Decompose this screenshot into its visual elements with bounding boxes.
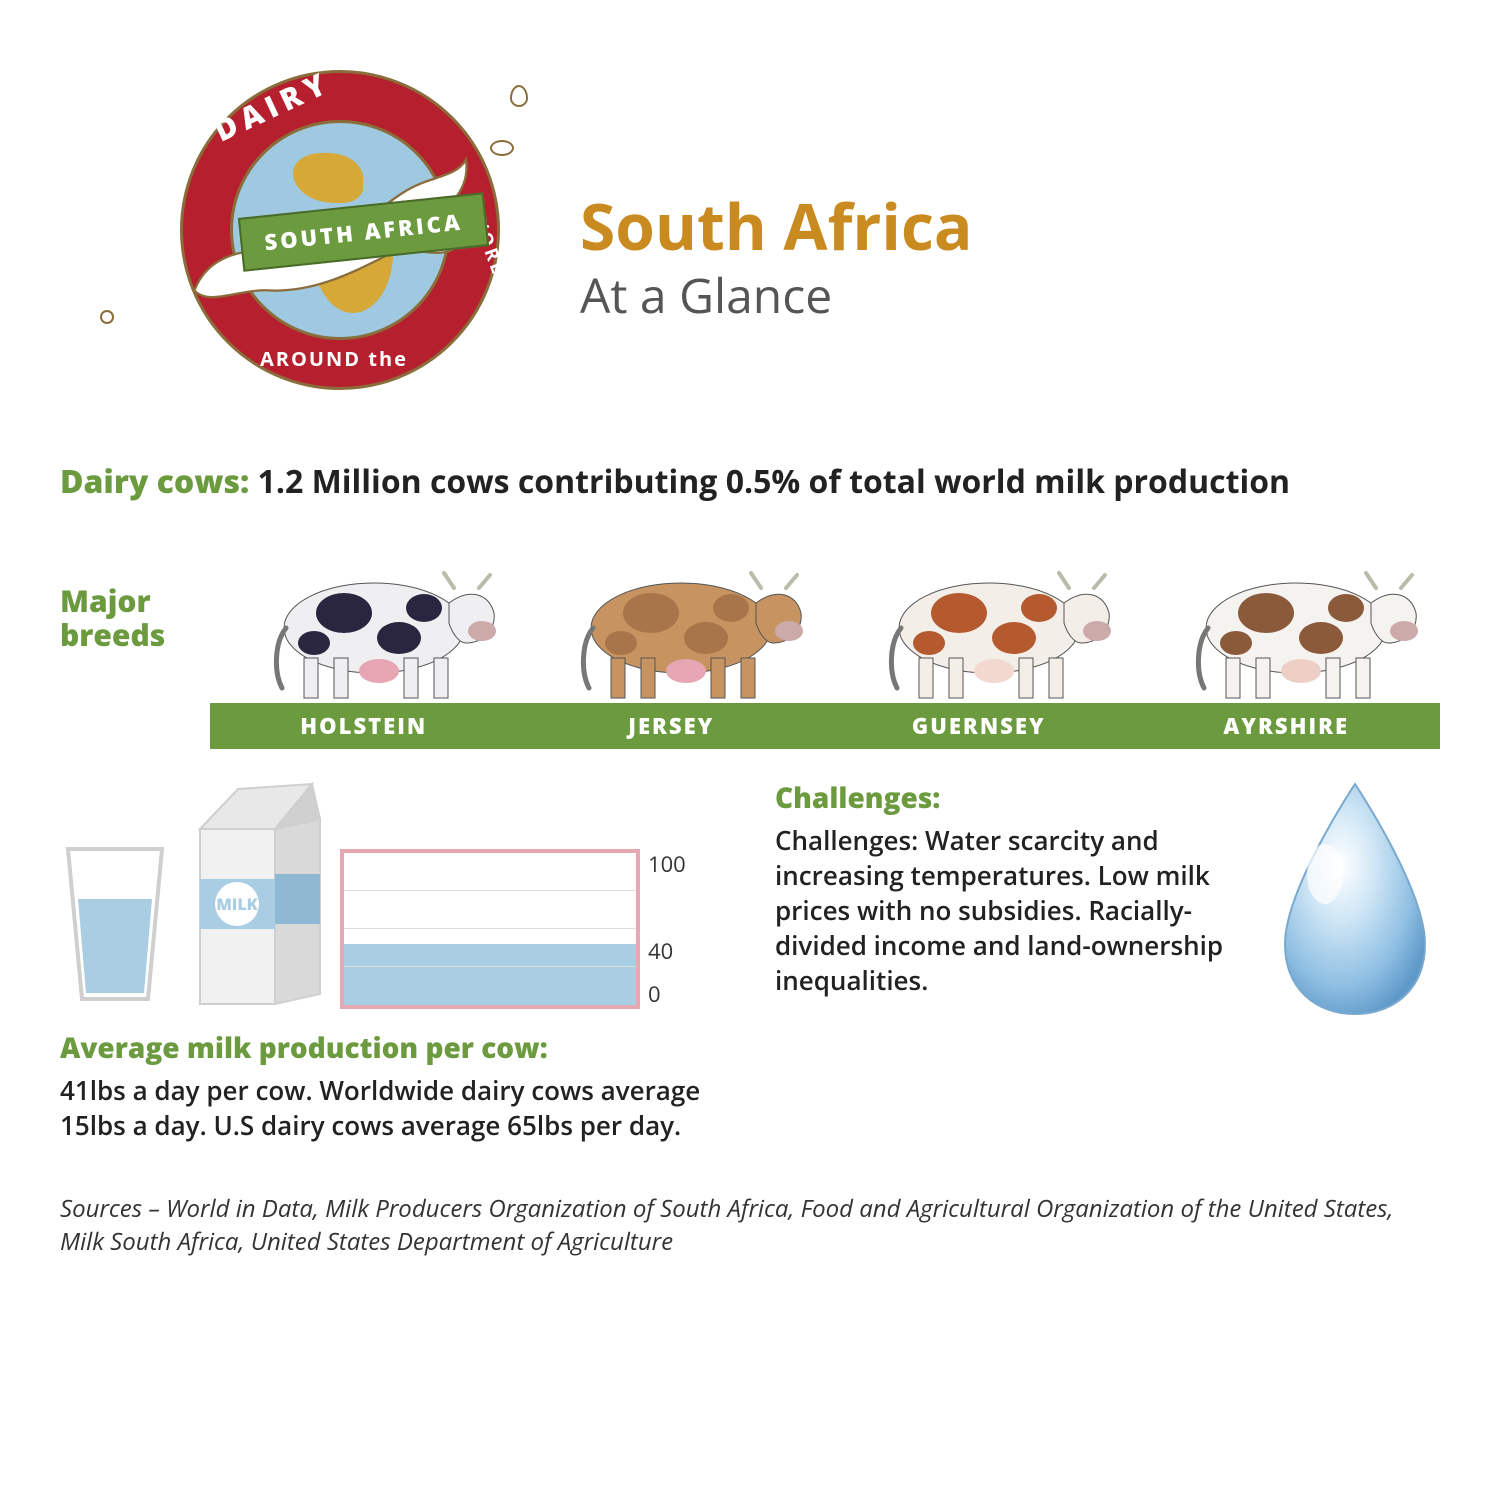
challenges-heading: Challenges:	[775, 779, 1240, 817]
page-subtitle: At a Glance	[580, 263, 973, 328]
milk-droplet-icon	[510, 85, 528, 107]
milk-droplet-icon	[490, 140, 514, 156]
dairy-cows-label: Dairy cows:	[60, 460, 249, 503]
breeds-row: Major breeds	[60, 533, 1440, 703]
chart-y-labels: 100 40 0	[640, 849, 686, 1009]
page-title: South Africa	[580, 192, 973, 259]
title-block: South Africa At a Glance	[580, 192, 973, 328]
chart-gridline	[344, 966, 636, 967]
continent-shape	[293, 153, 363, 203]
cow-jersey	[538, 533, 826, 703]
milk-visual: MILK 100 40 0	[60, 779, 725, 1009]
dairy-logo: DAIRY AROUND the WORLD SOUTH AFRICA	[60, 30, 540, 430]
avg-production-text: 41lbs a day per cow. Worldwide dairy cow…	[60, 1073, 725, 1143]
chart-fill	[344, 944, 636, 1005]
milk-production-chart	[340, 849, 640, 1009]
breeds-label-l2: breeds	[60, 614, 165, 655]
challenges-text: Challenges: Water scarcity and increasin…	[775, 823, 1240, 998]
chart-tick: 40	[648, 936, 686, 966]
chart-tick: 100	[648, 849, 686, 879]
logo-text-around: AROUND the	[260, 345, 408, 372]
breed-name-bar: HOLSTEIN JERSEY GUERNSEY AYRSHIRE	[210, 703, 1440, 749]
milk-glass-icon	[60, 839, 170, 1009]
challenges-block: Challenges: Challenges: Water scarcity a…	[775, 779, 1440, 1019]
milk-droplet-icon	[100, 310, 114, 324]
breed-name: AYRSHIRE	[1133, 703, 1441, 749]
lower-row: MILK 100 40 0 Average milk production pe…	[60, 779, 1440, 1143]
cow-ayrshire	[1153, 533, 1441, 703]
avg-production-heading: Average milk production per cow:	[60, 1029, 725, 1067]
cow-holstein	[230, 533, 518, 703]
sources-text: Sources – World in Data, Milk Producers …	[60, 1193, 1440, 1258]
dairy-cows-text: 1.2 Million cows contributing 0.5% of to…	[249, 460, 1290, 503]
breed-name: JERSEY	[518, 703, 826, 749]
chart-gridline	[344, 928, 636, 929]
dairy-cows-stat: Dairy cows: 1.2 Million cows contributin…	[60, 460, 1440, 503]
cow-guernsey	[845, 533, 1133, 703]
milk-carton-icon: MILK	[180, 779, 330, 1009]
chart-gridline	[344, 890, 636, 891]
breeds-label: Major breeds	[60, 584, 210, 653]
milk-label: MILK	[216, 893, 258, 915]
breed-name: GUERNSEY	[825, 703, 1133, 749]
avg-production-block: MILK 100 40 0 Average milk production pe…	[60, 779, 725, 1143]
header-row: DAIRY AROUND the WORLD SOUTH AFRICA Sout…	[60, 30, 1440, 430]
chart-tick: 0	[648, 979, 686, 1009]
water-drop-icon	[1270, 779, 1440, 1019]
breed-name: HOLSTEIN	[210, 703, 518, 749]
